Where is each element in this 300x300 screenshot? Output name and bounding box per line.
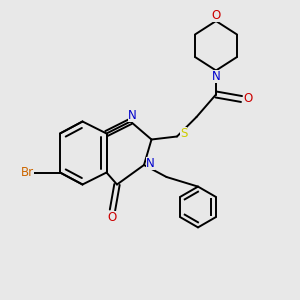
Text: N: N: [146, 157, 155, 170]
Text: O: O: [108, 211, 117, 224]
Text: O: O: [212, 9, 220, 22]
Text: S: S: [180, 127, 187, 140]
Text: N: N: [212, 70, 220, 83]
Text: Br: Br: [20, 166, 34, 179]
Text: O: O: [244, 92, 253, 106]
Text: N: N: [128, 109, 136, 122]
